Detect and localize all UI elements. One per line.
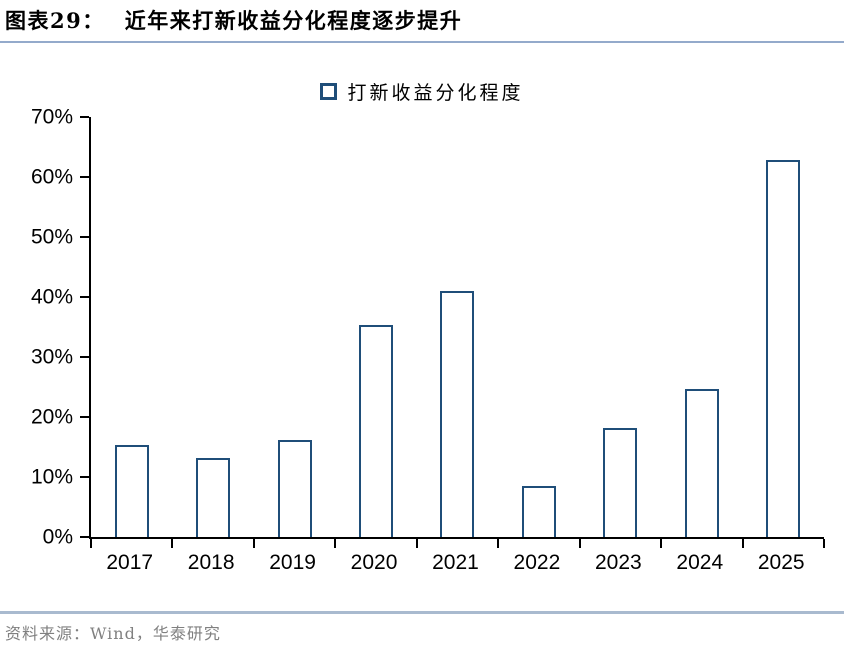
bar-2023	[603, 427, 638, 537]
x-axis-tick-3	[334, 539, 337, 548]
bar-2021	[440, 291, 475, 537]
x-axis-tick-9	[823, 539, 825, 548]
bar-slot-2021	[417, 117, 498, 537]
y-tick-label-50: 50%	[30, 225, 73, 249]
x-tick-label-2020: 2020	[350, 551, 398, 574]
legend-label: 打新收益分化程度	[347, 82, 524, 104]
y-axis-tick-70	[80, 116, 89, 118]
x-tick-label-2017: 2017	[106, 551, 154, 574]
footer-rule	[0, 611, 844, 614]
y-tick-label-0: 0%	[42, 525, 73, 549]
x-axis-tick-4	[415, 539, 418, 548]
y-axis-tick-50	[80, 236, 89, 238]
x-tick-label-2019: 2019	[269, 551, 316, 574]
x-tick-label-2024: 2024	[676, 551, 724, 574]
plot-area: 0% 10% 20% 30% 40% 50% 60% 70%	[31, 107, 825, 548]
y-tick-label-70: 70%	[30, 105, 73, 129]
x-tick-label-2025: 2025	[757, 551, 805, 574]
bar-slot-2024	[661, 117, 742, 537]
bar-slot-2019	[254, 117, 335, 537]
y-tick-label-10: 10%	[30, 465, 73, 489]
bars-layer	[91, 117, 824, 537]
figure-title: 近年来打新收益分化程度逐步提升	[124, 8, 463, 33]
y-axis-tick-0	[80, 536, 89, 538]
x-tick-label-2023: 2023	[594, 551, 642, 574]
x-axis-tick-5	[497, 539, 500, 548]
bar-2019	[277, 440, 312, 537]
legend-marker-square	[320, 83, 338, 100]
y-tick-label-40: 40%	[30, 285, 73, 309]
bar-slot-2020	[335, 117, 416, 537]
y-tick-label-60: 60%	[30, 165, 73, 189]
bar-2025	[766, 160, 801, 537]
x-axis-tick-1	[171, 539, 174, 548]
figure-label: 图表29：	[5, 8, 105, 33]
bar-slot-2023	[580, 117, 661, 537]
y-axis-tick-30	[80, 356, 89, 358]
x-axis-tick-0	[90, 539, 92, 548]
bar-2018	[196, 458, 231, 537]
title-underline	[0, 41, 844, 43]
figure-title-row: 图表29： 近年来打新收益分化程度逐步提升	[5, 5, 839, 35]
y-axis-tick-20	[80, 416, 89, 419]
x-axis-tick-6	[578, 539, 581, 548]
y-axis-tick-10	[80, 476, 89, 479]
x-tick-label-2018: 2018	[187, 551, 235, 574]
y-axis-tick-60	[80, 176, 89, 178]
bar-2020	[359, 325, 394, 537]
x-tick-label-2021: 2021	[432, 551, 479, 574]
bar-slot-2025	[743, 117, 824, 537]
source-note: 资料来源：Wind，华泰研究	[5, 624, 221, 643]
x-tick-label-2022: 2022	[513, 551, 561, 574]
x-axis-tick-8	[741, 539, 744, 548]
x-axis-tick-7	[660, 539, 663, 548]
bar-2017	[114, 445, 149, 537]
bar-2024	[684, 389, 719, 537]
bar-slot-2018	[172, 117, 253, 537]
bar-2022	[521, 485, 556, 537]
chart-legend: 打新收益分化程度	[0, 78, 844, 105]
bar-slot-2022	[498, 117, 579, 537]
y-tick-label-20: 20%	[30, 405, 73, 429]
bar-slot-2017	[91, 117, 172, 537]
x-axis-labels: 2017 2018 2019 2020 2021 2022 2023 2024 2025	[89, 551, 822, 575]
y-axis-tick-40	[80, 296, 89, 299]
x-axis-tick-2	[252, 539, 255, 548]
y-tick-label-30: 30%	[30, 345, 73, 369]
